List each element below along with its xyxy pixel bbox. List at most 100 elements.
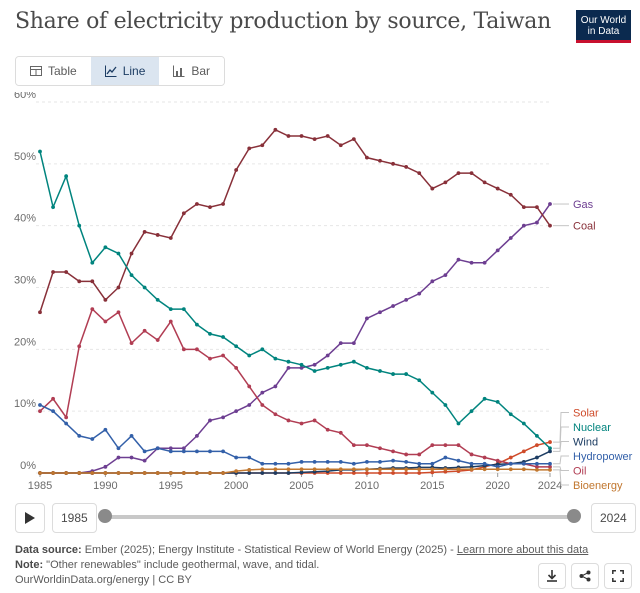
data-point-coal	[116, 285, 121, 290]
data-point-nuclear	[521, 421, 526, 426]
data-point-hydropower	[77, 434, 82, 438]
y-tick-label: 30%	[14, 275, 36, 287]
data-point-bioenergy	[351, 467, 356, 472]
data-point-hydropower	[129, 434, 134, 438]
data-point-oil	[208, 356, 212, 361]
data-point-gas	[548, 202, 552, 206]
data-point-bioenergy	[430, 467, 435, 472]
share-button[interactable]	[571, 563, 599, 589]
data-point-bioenergy	[103, 471, 108, 475]
data-point-oil	[155, 338, 160, 342]
data-point-coal	[51, 270, 55, 274]
data-point-oil	[365, 443, 369, 448]
data-point-nuclear	[195, 322, 199, 327]
data-point-bioenergy	[64, 471, 69, 475]
data-point-nuclear	[430, 390, 435, 395]
data-point-bioenergy	[286, 467, 291, 472]
data-point-hydropower	[391, 458, 395, 463]
data-point-hydropower	[38, 403, 42, 407]
data-point-bioenergy	[195, 471, 199, 475]
data-point-oil	[116, 310, 121, 315]
data-point-bioenergy	[142, 471, 147, 475]
y-tick-label: 40%	[14, 213, 36, 225]
data-point-coal	[155, 233, 160, 237]
timeline-end-year[interactable]: 2024	[591, 503, 636, 533]
data-point-nuclear	[469, 409, 474, 414]
data-point-oil	[430, 443, 435, 448]
data-point-nuclear	[116, 251, 121, 256]
fullscreen-button[interactable]	[604, 563, 632, 589]
data-point-coal	[456, 171, 461, 176]
data-point-oil	[129, 341, 134, 346]
tab-table[interactable]: Table	[16, 57, 91, 85]
tab-line-label: Line	[122, 64, 146, 78]
timeline-start-year[interactable]: 1985	[52, 503, 97, 533]
data-point-oil	[142, 328, 147, 333]
timeline-track[interactable]	[105, 515, 575, 519]
legend-connector-bioenergy	[553, 469, 569, 486]
data-point-oil	[495, 458, 500, 463]
data-point-nuclear	[247, 353, 252, 358]
play-button[interactable]	[15, 503, 45, 533]
line-chart-icon	[104, 65, 117, 77]
data-point-hydropower	[469, 461, 474, 466]
data-point-gas	[260, 390, 265, 395]
data-point-gas	[495, 248, 500, 253]
timeline-end-handle[interactable]	[567, 509, 581, 523]
tab-table-label: Table	[48, 64, 77, 78]
learn-more-link[interactable]: Learn more about this data	[456, 544, 589, 556]
share-icon	[579, 570, 591, 582]
data-point-solar	[521, 449, 526, 454]
data-point-nuclear	[548, 446, 552, 451]
legend-label-solar: Solar	[573, 408, 599, 420]
data-point-solar	[548, 440, 552, 444]
data-point-coal	[430, 186, 435, 191]
data-point-hydropower	[338, 459, 343, 464]
data-point-oil	[535, 464, 539, 469]
data-point-hydropower	[247, 455, 252, 460]
tab-bar[interactable]: Bar	[159, 57, 225, 85]
data-point-coal	[443, 180, 448, 185]
data-point-hydropower	[273, 461, 278, 466]
data-point-oil	[325, 427, 330, 432]
data-point-solar	[391, 471, 395, 475]
y-tick-label: 10%	[14, 398, 36, 410]
data-point-bioenergy	[260, 467, 265, 472]
series-line-bioenergy	[40, 468, 550, 474]
data-point-coal	[312, 137, 317, 141]
data-point-hydropower	[508, 461, 513, 466]
data-point-wind	[286, 471, 291, 475]
owid-logo[interactable]: Our World in Data	[576, 10, 631, 43]
data-point-bioenergy	[535, 468, 539, 472]
data-point-bioenergy	[221, 471, 225, 475]
y-tick-label: 0%	[20, 460, 36, 472]
download-button[interactable]	[538, 563, 566, 589]
data-point-wind	[247, 471, 252, 475]
data-point-hydropower	[351, 461, 356, 466]
data-point-hydropower	[51, 409, 55, 414]
tab-line[interactable]: Line	[90, 57, 160, 85]
data-point-wind	[535, 455, 539, 460]
data-point-coal	[338, 143, 343, 148]
data-point-gas	[181, 446, 186, 451]
legend-connector-wind	[553, 441, 569, 452]
data-point-bioenergy	[508, 467, 513, 472]
data-point-bioenergy	[365, 467, 369, 472]
x-tick-label: 1995	[159, 480, 183, 492]
data-point-oil	[273, 412, 278, 417]
data-point-coal	[168, 236, 173, 240]
data-point-nuclear	[168, 307, 173, 312]
data-point-bioenergy	[155, 471, 160, 475]
x-tick-label: 2024	[538, 480, 562, 492]
data-point-coal	[351, 137, 356, 141]
data-point-oil	[38, 409, 42, 414]
x-tick-label: 2020	[485, 480, 509, 492]
data-point-bioenergy	[129, 471, 134, 475]
timeline-start-handle[interactable]	[98, 509, 112, 523]
data-point-hydropower	[116, 446, 121, 451]
data-point-gas	[247, 403, 252, 407]
data-point-bioenergy	[443, 467, 448, 472]
data-point-solar	[535, 443, 539, 448]
data-point-coal	[325, 134, 330, 138]
legend-connector-nuclear	[553, 426, 569, 449]
